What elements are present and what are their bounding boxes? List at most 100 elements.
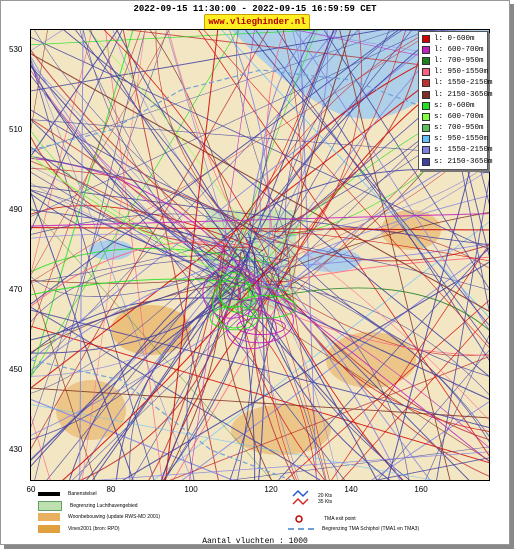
- x-tick-label: 80: [106, 485, 116, 494]
- flight-track: [75, 30, 280, 277]
- flight-track: [240, 248, 470, 480]
- flight-track: [31, 30, 93, 275]
- legend-label: l: 950-1550m: [434, 68, 489, 77]
- x-tick-label: 120: [264, 485, 278, 494]
- flight-track: [31, 119, 489, 157]
- flight-track: [31, 56, 233, 275]
- holding-loop: [234, 295, 297, 319]
- y-tick-label: 430: [9, 445, 23, 454]
- footer-item-residential: Woonbebouwing (update RWS-MD 2001): [38, 513, 160, 521]
- airport-boundary-label: Begrenzing Luchthavengebied: [70, 503, 138, 509]
- flight-track: [31, 63, 234, 280]
- flight-track: [34, 30, 279, 273]
- runway-label: Banenstelsel: [68, 491, 97, 497]
- flight-track: [267, 30, 305, 306]
- flight-track: [276, 30, 489, 361]
- residential-label: Woonbebouwing (update RWS-MD 2001): [68, 514, 161, 520]
- flight-track: [31, 109, 283, 240]
- vinex-swatch: [38, 525, 60, 533]
- legend-item: s: 1550-2150m: [419, 145, 493, 156]
- flight-track: [244, 30, 489, 326]
- flight-track: [341, 316, 489, 480]
- flight-track: [83, 30, 234, 298]
- flight-track: [339, 30, 451, 480]
- flight-track: [31, 30, 170, 276]
- flight-track: [264, 283, 378, 480]
- flight-track: [242, 169, 489, 308]
- holding-loop: [220, 285, 253, 313]
- flight-track: [236, 30, 287, 237]
- flight-track: [266, 227, 489, 269]
- site-badge[interactable]: www.vlieghinder.nl: [204, 14, 310, 30]
- flight-track: [288, 306, 489, 477]
- footer-item-tma-exit: TMA exit point: [294, 514, 356, 524]
- flight-track: [31, 157, 265, 299]
- holding-loop: [212, 277, 257, 329]
- holding-loop: [237, 279, 262, 331]
- holding-loop: [202, 266, 260, 319]
- footer-item-tma-boundary: Begrenzing TMA Schiphol (TMA1 en TMA3): [288, 526, 419, 532]
- flight-track: [31, 257, 288, 461]
- tma-exit-label: TMA exit point: [324, 516, 356, 522]
- tma-boundary-label: Begrenzing TMA Schiphol (TMA1 en TMA3): [322, 526, 420, 532]
- flight-track: [31, 30, 427, 217]
- flight-track: [377, 350, 489, 480]
- y-tick-label: 510: [9, 125, 23, 134]
- flight-track: [269, 271, 489, 432]
- flight-track: [271, 30, 404, 249]
- flight-track: [221, 30, 489, 318]
- flight-track: [31, 283, 228, 440]
- flight-track: [31, 398, 234, 480]
- flight-track: [253, 230, 489, 262]
- y-tick-label: 470: [9, 285, 23, 294]
- legend-item: s: 0-600m: [419, 100, 487, 111]
- holding-loop: [209, 305, 259, 331]
- x-tick-label: 100: [184, 485, 198, 494]
- legend-item: s: 700-950m: [419, 123, 487, 134]
- tma-boundary: [31, 359, 292, 480]
- legend-item: s: 2150-3650m: [419, 156, 493, 167]
- flight-track: [31, 146, 290, 262]
- flight-track: [259, 30, 316, 234]
- lake: [301, 248, 361, 272]
- flight-track: [436, 178, 489, 480]
- y-tick-label: 530: [9, 45, 23, 54]
- flight-track: [31, 119, 257, 282]
- flight-track: [214, 277, 489, 356]
- flight-track: [282, 30, 303, 290]
- flight-track: [231, 30, 318, 265]
- flight-track: [31, 166, 229, 307]
- flight-track: [275, 231, 489, 421]
- time-range-title: 2022-09-15 11:30:00 - 2022-09-15 16:59:5…: [133, 4, 377, 14]
- footer-item-airport-boundary: Begrenzing Luchthavengebied: [38, 501, 138, 511]
- flight-track: [220, 249, 272, 480]
- legend-swatch: [422, 157, 430, 166]
- flight-track: [155, 30, 239, 231]
- flight-track: [273, 259, 431, 480]
- flight-track: [31, 168, 281, 256]
- flight-track: [31, 182, 289, 291]
- flight-track: [103, 30, 288, 298]
- altitude-legend: l: 0-600m l: 600-700m l: 700-950m l: 950-15…: [418, 31, 493, 171]
- vinex-label: Vinex2001 (bron: RPD): [68, 526, 120, 532]
- flight-track: [31, 154, 230, 278]
- legend-item: s: 600-700m: [419, 111, 487, 122]
- flight-track: [203, 30, 489, 348]
- wind-label-35: 35 Kts: [318, 499, 333, 505]
- flight-track: [31, 292, 236, 377]
- flight-track: [278, 30, 390, 240]
- flight-track-map[interactable]: [30, 29, 490, 481]
- flight-track: [290, 277, 409, 480]
- wind-arrow-icon: [292, 490, 309, 505]
- flight-track: [31, 277, 222, 460]
- flight-track: [256, 287, 489, 331]
- flight-track: [149, 30, 252, 281]
- flight-track: [256, 279, 391, 480]
- map-canvas: [31, 30, 489, 480]
- flight-track: [166, 30, 299, 480]
- legend-label: l: 1550-2150m: [434, 79, 493, 88]
- flight-track: [260, 261, 489, 443]
- flight-track: [63, 30, 489, 377]
- flight-track: [31, 59, 155, 480]
